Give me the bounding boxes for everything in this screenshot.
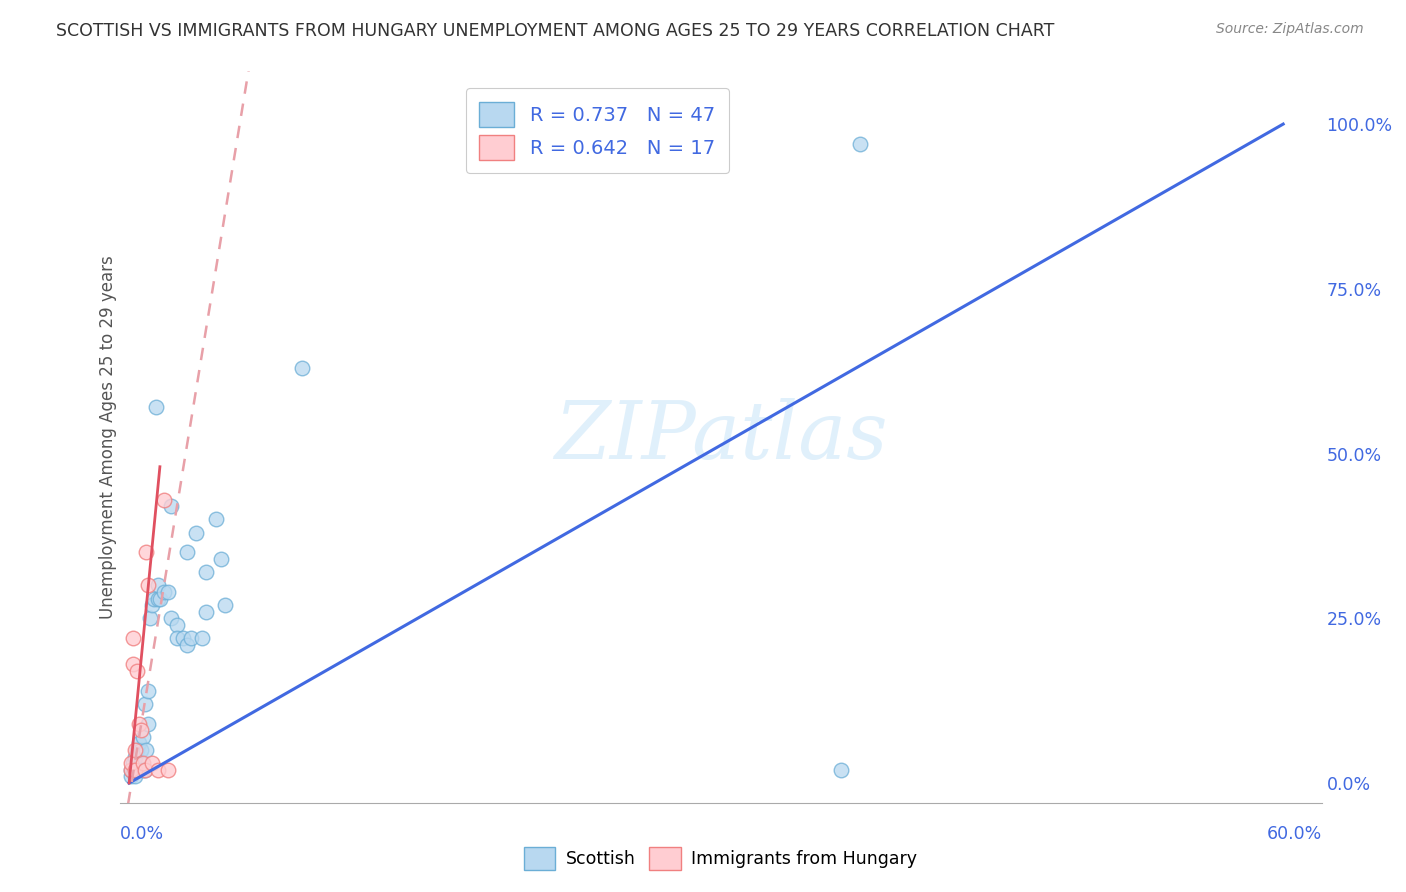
Point — [141, 756, 163, 771]
Point — [141, 598, 163, 612]
Point — [128, 716, 150, 731]
Point — [166, 618, 188, 632]
Point — [195, 565, 218, 579]
Point — [124, 763, 146, 777]
Point — [176, 545, 198, 559]
Point — [152, 585, 174, 599]
Point — [124, 769, 146, 783]
Point — [131, 756, 153, 771]
Point — [138, 578, 160, 592]
Point — [149, 591, 172, 606]
Point — [129, 756, 152, 771]
Point — [120, 763, 142, 777]
Point — [131, 730, 153, 744]
Point — [146, 763, 169, 777]
Point — [156, 585, 179, 599]
Point — [166, 631, 188, 645]
Text: ZIPatlas: ZIPatlas — [554, 399, 887, 475]
Point — [191, 631, 214, 645]
Point — [176, 638, 198, 652]
Text: 0.0%: 0.0% — [120, 825, 163, 843]
Point — [134, 763, 156, 777]
Point — [138, 683, 160, 698]
Point — [125, 664, 148, 678]
Point — [124, 763, 146, 777]
Point — [138, 716, 160, 731]
Point — [134, 763, 156, 777]
Point — [195, 605, 218, 619]
Point — [122, 763, 145, 777]
Point — [131, 763, 153, 777]
Point — [160, 611, 183, 625]
Legend: Scottish, Immigrants from Hungary: Scottish, Immigrants from Hungary — [516, 838, 925, 879]
Point — [128, 737, 150, 751]
Point — [156, 763, 179, 777]
Text: SCOTTISH VS IMMIGRANTS FROM HUNGARY UNEMPLOYMENT AMONG AGES 25 TO 29 YEARS CORRE: SCOTTISH VS IMMIGRANTS FROM HUNGARY UNEM… — [56, 22, 1054, 40]
Point — [186, 525, 208, 540]
Text: Source: ZipAtlas.com: Source: ZipAtlas.com — [1216, 22, 1364, 37]
Point — [134, 697, 156, 711]
Point — [146, 591, 169, 606]
Point — [145, 401, 167, 415]
Point — [211, 552, 233, 566]
Point — [146, 578, 169, 592]
Point — [160, 500, 183, 514]
Point — [122, 756, 145, 771]
Point — [122, 631, 145, 645]
Point — [204, 512, 226, 526]
Point — [120, 763, 142, 777]
Point — [143, 591, 166, 606]
Point — [135, 743, 157, 757]
Point — [125, 763, 148, 777]
Point — [129, 743, 152, 757]
Text: 60.0%: 60.0% — [1267, 825, 1322, 843]
Point — [124, 749, 146, 764]
Point — [830, 763, 852, 777]
Point — [128, 763, 150, 777]
Point — [214, 598, 236, 612]
Point — [135, 545, 157, 559]
Point — [120, 756, 142, 771]
Point — [180, 631, 202, 645]
Point — [291, 360, 314, 375]
Point — [120, 769, 142, 783]
Point — [152, 492, 174, 507]
Point — [124, 743, 146, 757]
Point — [172, 631, 194, 645]
Point — [122, 657, 145, 672]
Point — [125, 743, 148, 757]
Point — [129, 723, 152, 738]
Y-axis label: Unemployment Among Ages 25 to 29 years: Unemployment Among Ages 25 to 29 years — [100, 255, 117, 619]
Point — [849, 136, 872, 151]
Point — [139, 611, 162, 625]
